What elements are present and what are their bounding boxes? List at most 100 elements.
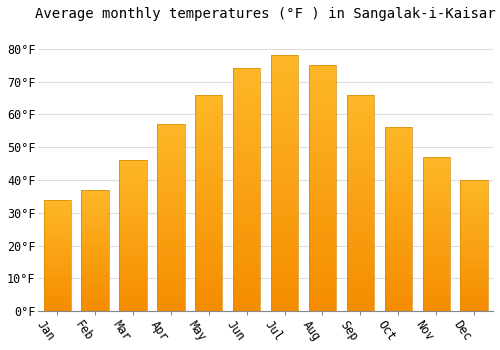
Bar [271,188,298,194]
Bar [309,228,336,232]
Bar [309,306,336,311]
Bar [309,193,336,198]
Bar [233,156,260,161]
Bar [384,278,412,282]
Bar [271,117,298,122]
Bar [384,227,412,230]
Bar [309,105,336,110]
Bar [384,139,412,142]
Bar [384,296,412,300]
Bar [82,238,108,241]
Bar [233,185,260,190]
Bar [120,308,146,311]
Bar [271,194,298,198]
Bar [195,211,222,216]
Bar [44,271,71,273]
Bar [195,198,222,203]
Bar [195,112,222,116]
Bar [422,293,450,296]
Bar [347,298,374,302]
Bar [309,183,336,188]
Bar [460,211,487,214]
Bar [347,207,374,211]
Bar [347,289,374,294]
Bar [309,159,336,163]
Bar [347,129,374,134]
Bar [422,231,450,234]
Bar [347,121,374,125]
Bar [195,116,222,121]
Bar [157,274,184,278]
Bar [233,214,260,219]
Bar [233,195,260,200]
Bar [384,194,412,197]
Bar [195,251,222,255]
Bar [347,173,374,177]
Bar [195,238,222,242]
Bar [120,287,146,290]
Bar [44,211,71,213]
Bar [384,260,412,264]
Bar [157,300,184,304]
Bar [422,268,450,271]
Bar [309,80,336,85]
Bar [422,200,450,203]
Bar [309,144,336,149]
Bar [120,299,146,302]
Bar [422,240,450,243]
Bar [233,170,260,175]
Bar [195,94,222,99]
Bar [422,216,450,219]
Bar [195,194,222,198]
Bar [44,238,71,240]
Bar [44,262,71,264]
Bar [195,307,222,311]
Bar [195,281,222,285]
Bar [309,292,336,296]
Bar [347,220,374,225]
Bar [309,168,336,173]
Bar [422,259,450,262]
Bar [120,160,146,163]
Bar [233,73,260,78]
Bar [44,256,71,258]
Bar [157,259,184,262]
Bar [82,243,108,246]
Bar [271,112,298,117]
Bar [347,216,374,220]
Bar [82,275,108,277]
Bar [120,209,146,211]
Bar [157,199,184,203]
Bar [82,277,108,280]
Bar [195,259,222,264]
Bar [309,134,336,139]
Bar [157,255,184,259]
Bar [384,241,412,245]
Bar [384,146,412,149]
Bar [44,209,71,211]
Bar [233,224,260,229]
Bar [44,258,71,260]
Bar [157,236,184,240]
Bar [157,214,184,218]
Bar [82,202,108,204]
Bar [44,199,71,311]
Bar [384,183,412,186]
Bar [82,233,108,236]
Bar [309,129,336,134]
Bar [233,122,260,127]
Bar [347,198,374,203]
Bar [271,270,298,275]
Bar [120,257,146,260]
Bar [195,268,222,272]
Bar [271,76,298,81]
Bar [120,230,146,233]
Bar [309,203,336,208]
Bar [82,304,108,306]
Bar [347,281,374,285]
Bar [44,229,71,231]
Title: Average monthly temperatures (°F ) in Sangalak-i-Kaisar: Average monthly temperatures (°F ) in Sa… [36,7,496,21]
Bar [82,285,108,287]
Bar [271,301,298,306]
Bar [422,274,450,277]
